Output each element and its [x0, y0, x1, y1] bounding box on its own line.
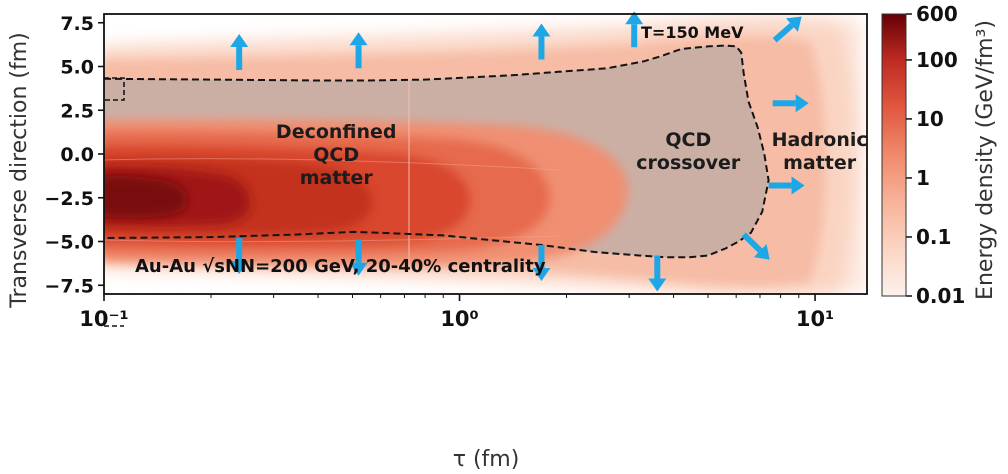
- flow-arrow: [768, 176, 805, 195]
- y-tick-label: 7.5: [60, 13, 94, 35]
- y-tick-label: −5.0: [44, 232, 94, 254]
- y-tick-label: −7.5: [44, 275, 94, 297]
- y-tick-label: −2.5: [44, 188, 94, 210]
- colorbar-ticks: 600 100 10 1 0.1 0.01: [906, 2, 965, 308]
- flow-arrow: [230, 238, 249, 274]
- region-label-line: matter: [783, 152, 857, 174]
- flow-arrows: [230, 11, 809, 292]
- flow-arrow: [230, 34, 249, 70]
- isotherm-label: T=150 MeV: [641, 23, 744, 42]
- colorbar-tick-label: 10: [916, 107, 944, 131]
- y-tick-label: 2.5: [60, 100, 94, 122]
- y-tick-label: 5.0: [60, 57, 94, 79]
- region-label-line: QCD: [313, 144, 359, 166]
- energy-density-field: [104, 14, 867, 294]
- flow-arrow: [625, 11, 644, 48]
- x-tick-label: 10⁰: [440, 307, 478, 331]
- y-axis-label: Transverse direction (fm): [7, 32, 32, 308]
- y-tick-label: 0.0: [60, 144, 94, 166]
- flow-arrow: [741, 232, 770, 260]
- colorbar-tick-label: 0.01: [916, 284, 965, 308]
- x-tick-label: 10⁻¹: [79, 307, 129, 331]
- colorbar-tick-label: 100: [916, 48, 958, 72]
- flow-arrow: [349, 32, 368, 69]
- colorbar-tick-label: 600: [916, 2, 958, 26]
- isotherm-contour: [103, 44, 770, 259]
- x-axis-label: τ (fm): [453, 447, 520, 472]
- region-label-line: QCD: [665, 129, 711, 151]
- flow-arrow: [532, 245, 551, 281]
- flow-arrow: [772, 94, 809, 113]
- y-axis-ticks: 7.5 5.0 2.5 0.0 −2.5 −5.0 −7.5: [44, 13, 104, 297]
- colorbar-tick-label: 0.1: [916, 225, 951, 249]
- region-labels: DeconfinedQCDmatterQCDcrossoverHadronicm…: [276, 121, 868, 189]
- colorbar: [881, 13, 907, 297]
- x-axis-ticks: 10⁻¹ 10⁰ 10¹: [79, 294, 834, 331]
- region-label-line: matter: [300, 167, 374, 189]
- flow-arrow: [349, 239, 368, 276]
- collision-annotation: Au-Au √sNN=200 GeV, 20-40% centrality: [135, 256, 546, 277]
- region-label-line: Hadronic: [772, 129, 868, 151]
- region-label-line: Deconfined: [276, 121, 397, 143]
- x-tick-label: 10¹: [796, 307, 834, 331]
- region-label-line: crossover: [636, 152, 741, 174]
- isotherm-fragment: [104, 77, 125, 101]
- colorbar-tick-label: 1: [916, 166, 930, 190]
- colorbar-label: Energy density (GeV/fm³): [973, 20, 998, 300]
- flow-arrow: [772, 16, 802, 43]
- flow-arrow: [532, 23, 551, 60]
- flow-arrow: [648, 255, 667, 292]
